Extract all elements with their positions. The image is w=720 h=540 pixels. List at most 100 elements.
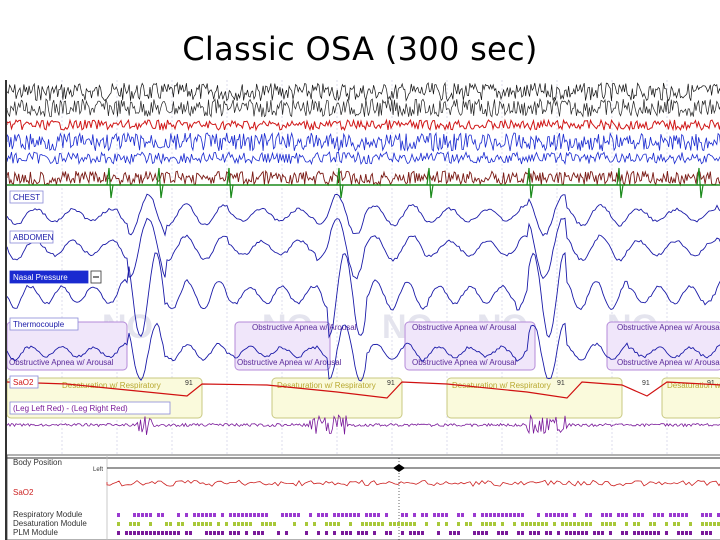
event-label-arousal: Obstructive Apnea w/ Arousal <box>237 358 342 367</box>
plm-event-mark <box>137 531 140 535</box>
respiratory-event-mark <box>473 513 476 517</box>
desaturation-event-mark <box>373 522 376 526</box>
respiratory-event-mark <box>413 513 416 517</box>
respiratory-event-mark <box>601 513 604 517</box>
eeg-trace-red <box>7 118 720 132</box>
respiratory-event-mark <box>485 513 488 517</box>
desaturation-event-box[interactable] <box>661 377 720 419</box>
desaturation-event-mark <box>197 522 200 526</box>
plm-event-mark <box>521 531 524 535</box>
plm-event-mark <box>497 531 500 535</box>
desaturation-event-mark <box>389 522 392 526</box>
channel-label-box[interactable] <box>9 375 39 389</box>
desaturation-event-mark <box>241 522 244 526</box>
hypnogram-row-label: Desaturation Module <box>13 519 87 528</box>
desaturation-event-mark <box>413 522 416 526</box>
hypnogram-row-label: SaO2 <box>13 488 34 497</box>
sao2-value: 91 <box>642 380 650 387</box>
respiratory-event-mark <box>145 513 148 517</box>
channel-label-box[interactable] <box>9 270 89 284</box>
respiratory-event-mark <box>309 513 312 517</box>
respiratory-event-mark <box>345 513 348 517</box>
plm-event-mark <box>257 531 260 535</box>
respiratory-event-mark <box>445 513 448 517</box>
respiratory-traces <box>7 193 720 435</box>
desaturation-event-mark <box>365 522 368 526</box>
apnea-event-box[interactable] <box>404 321 536 371</box>
desaturation-event-mark <box>425 522 428 526</box>
plm-event-mark <box>653 531 656 535</box>
ecg-spike <box>696 167 704 199</box>
plm-event-mark <box>389 531 392 535</box>
channel-label-box[interactable] <box>9 401 171 415</box>
channel-label: ABDOMEN <box>13 233 54 242</box>
respiratory-event-mark <box>341 513 344 517</box>
desaturation-event-mark <box>245 522 248 526</box>
channel-label-box[interactable] <box>9 230 54 244</box>
plm-event-mark <box>357 531 360 535</box>
respiratory-event-mark <box>521 513 524 517</box>
channel-label: SaO2 <box>13 378 34 387</box>
desaturation-event-mark <box>265 522 268 526</box>
desaturation-event-mark <box>581 522 584 526</box>
channel-labels: CHEST ABDOMEN Nasal Pressure Thermocouple Sa… <box>9 190 171 415</box>
apnea-event-box[interactable] <box>234 321 331 371</box>
desaturation-event-box[interactable] <box>271 377 403 419</box>
event-label-desaturation: Desaturation w/ Respiratory <box>62 381 161 390</box>
plm-event-mark <box>649 531 652 535</box>
ecg-spike <box>526 167 534 199</box>
channel-label-box[interactable] <box>9 317 79 331</box>
plm-event-mark <box>205 531 208 535</box>
desaturation-event-mark <box>409 522 412 526</box>
apnea-event-box[interactable] <box>606 321 720 371</box>
respiratory-event-mark <box>221 513 224 517</box>
plm-event-mark <box>657 531 660 535</box>
respiratory-event-mark <box>513 513 516 517</box>
desaturation-event-mark <box>529 522 532 526</box>
channel-label-box[interactable] <box>9 190 44 204</box>
respiratory-event-mark <box>141 513 144 517</box>
plm-event-mark <box>401 531 404 535</box>
eeg-trace-1 <box>7 81 720 102</box>
event-annotations: Obstructive Apnea w/ Arousal Obstructive … <box>7 321 720 419</box>
desaturation-event-mark <box>273 522 276 526</box>
desaturation-event-mark <box>201 522 204 526</box>
desaturation-event-mark <box>573 522 576 526</box>
respiratory-event-mark <box>549 513 552 517</box>
respiratory-event-mark <box>177 513 180 517</box>
plm-event-mark <box>145 531 148 535</box>
respiratory-event-mark <box>669 513 672 517</box>
plm-event-mark <box>593 531 596 535</box>
respiratory-event-mark <box>585 513 588 517</box>
respiratory-event-mark <box>337 513 340 517</box>
eeg-traces <box>7 81 720 199</box>
desaturation-event-mark <box>501 522 504 526</box>
channel-label: Thermocouple <box>13 320 65 329</box>
plm-event-mark <box>437 531 440 535</box>
plm-event-mark <box>173 531 176 535</box>
plm-event-mark <box>341 531 344 535</box>
desaturation-event-mark <box>485 522 488 526</box>
plm-event-mark <box>129 531 132 535</box>
desaturation-event-mark <box>401 522 404 526</box>
respiratory-event-mark <box>385 513 388 517</box>
plm-event-mark <box>677 531 680 535</box>
plm-event-mark <box>709 531 712 535</box>
eeg-trace-blue <box>7 131 720 152</box>
plm-event-mark <box>689 531 692 535</box>
respiratory-event-mark <box>317 513 320 517</box>
respiratory-event-mark <box>705 513 708 517</box>
plm-event-mark <box>209 531 212 535</box>
event-label-arousal: Obstructive Apnea w/ Arousal <box>412 323 517 332</box>
respiratory-event-mark <box>377 513 380 517</box>
desaturation-event-mark <box>117 522 120 526</box>
desaturation-event-mark <box>705 522 708 526</box>
plm-event-mark <box>185 531 188 535</box>
respiratory-event-mark <box>185 513 188 517</box>
desaturation-event-mark <box>717 522 720 526</box>
position-value: Left <box>93 467 103 473</box>
respiratory-event-mark <box>685 513 688 517</box>
respiratory-event-mark <box>369 513 372 517</box>
event-label-arousal: Obstructive Apnea w/ Arousal <box>617 323 720 332</box>
respiratory-event-mark <box>133 513 136 517</box>
